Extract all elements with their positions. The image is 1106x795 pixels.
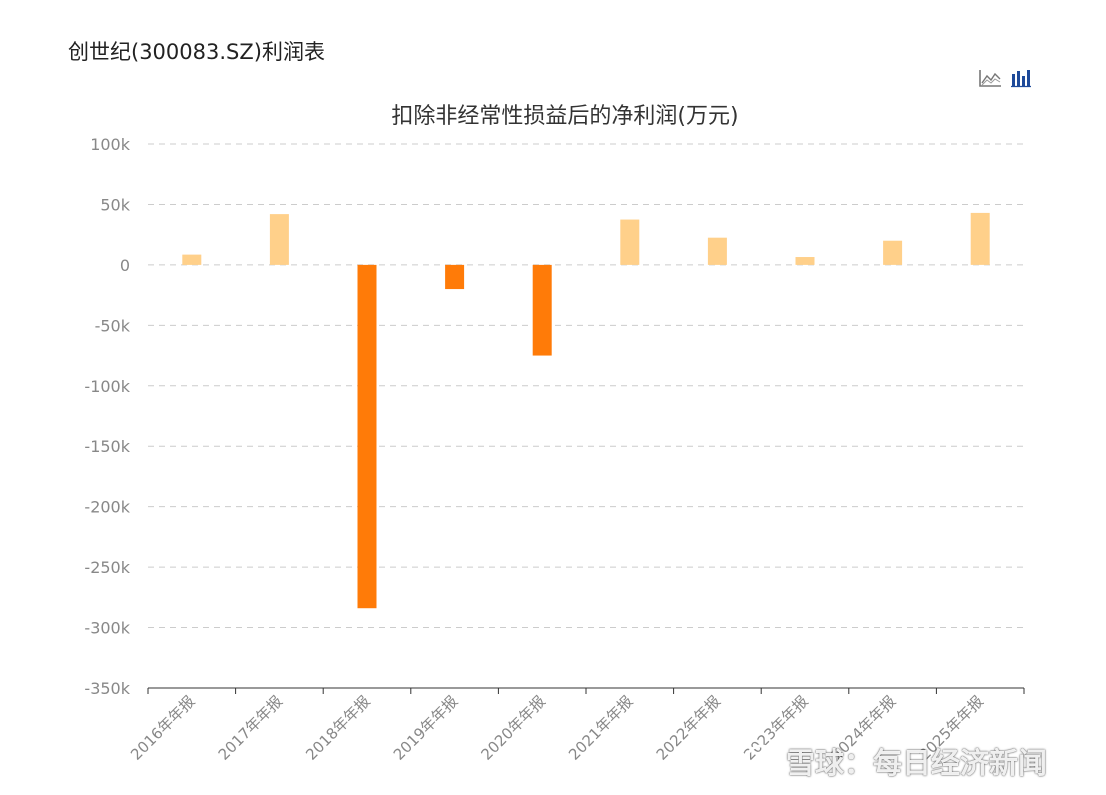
y-tick-label: -300k [84,619,130,638]
x-tick-label: 2017年年报 [215,692,287,764]
bar [620,219,640,265]
watermark: 雪球：每日经济新闻 [744,740,1047,782]
line-chart-icon[interactable] [978,68,1002,90]
bar-chart-icon[interactable] [1010,68,1034,90]
x-tick-label: 2021年年报 [565,692,637,764]
watermark-text: 雪球：每日经济新闻 [786,746,1048,780]
bar [707,237,727,265]
x-tick-label: 2020年年报 [477,692,549,764]
y-tick-label: -100k [84,377,130,396]
bar [357,264,377,609]
y-tick-label: 0 [120,256,130,275]
chart-title: 扣除非经常性损益后的净利润(万元) [391,104,739,129]
y-tick-label: 100k [90,135,131,154]
snowball-logo-icon [744,744,778,778]
bar [883,240,903,265]
x-tick-label: 2016年年报 [127,692,199,764]
y-tick-label: -50k [95,316,131,335]
x-tick-label: 2018年年报 [302,692,374,764]
y-tick-label: -350k [84,679,130,698]
bar [182,254,202,265]
bar [269,214,289,265]
x-tick-label: 2022年年报 [653,692,725,764]
bar [795,257,815,265]
x-tick-label: 2019年年报 [390,692,462,764]
chart-toolbar [978,68,1034,90]
bar [532,264,552,356]
bar [970,212,990,265]
page-title: 创世纪(300083.SZ)利润表 [68,40,325,64]
y-tick-label: -200k [84,498,130,517]
bar [445,264,465,290]
y-tick-label: 50k [100,195,130,214]
y-tick-label: -150k [84,437,130,456]
y-tick-label: -250k [84,558,130,577]
